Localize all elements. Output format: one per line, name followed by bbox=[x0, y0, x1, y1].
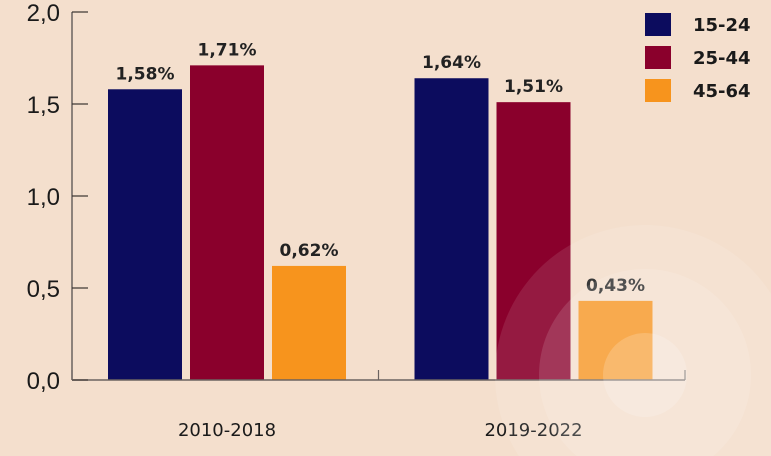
legend-label: 25-44 bbox=[693, 48, 751, 69]
y-tick-label: 0,5 bbox=[27, 276, 60, 303]
legend-label: 15-24 bbox=[693, 15, 751, 36]
bar-value-label: 1,71% bbox=[198, 40, 257, 60]
legend-item-15-24: 15-24 bbox=[645, 13, 751, 36]
bar-45-64-2010-2018 bbox=[272, 265, 346, 380]
legend-item-45-64: 45-64 bbox=[645, 79, 751, 102]
x-category-label: 2010-2018 bbox=[178, 420, 276, 441]
bar-value-label: 0,43% bbox=[586, 276, 645, 296]
legend-swatch bbox=[645, 46, 671, 69]
legend-swatch bbox=[645, 13, 671, 36]
legend-item-25-44: 25-44 bbox=[645, 46, 751, 69]
bar-15-24-2010-2018 bbox=[108, 89, 182, 380]
bar-15-24-2019-2022 bbox=[414, 78, 489, 381]
bar-value-label: 0,62% bbox=[280, 241, 339, 261]
y-tick-label: 2,0 bbox=[27, 0, 60, 27]
legend-swatch bbox=[645, 79, 671, 102]
bar-45-64-2019-2022 bbox=[578, 300, 653, 380]
legend-label: 45-64 bbox=[693, 81, 751, 102]
y-tick-label: 1,5 bbox=[27, 92, 60, 119]
y-tick-label: 1,0 bbox=[27, 184, 60, 211]
y-tick-label: 0,0 bbox=[27, 368, 60, 395]
bar-25-44-2019-2022 bbox=[496, 102, 571, 380]
x-category-label: 2019-2022 bbox=[484, 420, 582, 441]
bar-value-label: 1,64% bbox=[422, 53, 481, 73]
decorative-circles bbox=[495, 225, 771, 456]
bar-value-label: 1,58% bbox=[116, 64, 175, 84]
bar-25-44-2010-2018 bbox=[190, 65, 264, 381]
bar-value-label: 1,51% bbox=[504, 77, 563, 97]
